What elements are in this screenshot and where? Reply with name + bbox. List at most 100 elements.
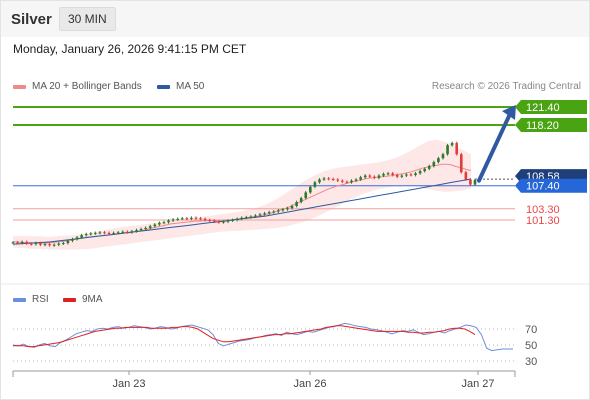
candle — [304, 192, 308, 199]
candle — [272, 211, 276, 213]
candle — [258, 214, 262, 216]
candle — [345, 181, 349, 183]
candle — [263, 213, 266, 215]
candle — [112, 232, 115, 234]
legend-rsi: RSI — [13, 294, 49, 305]
candle — [107, 232, 111, 234]
pivot-label: 107.40 — [526, 181, 560, 193]
candle — [226, 220, 230, 222]
legend-ma50: MA 50 — [157, 81, 204, 92]
resistance-label-box — [515, 100, 587, 114]
candle — [222, 221, 225, 223]
candle — [327, 178, 330, 180]
candle — [52, 244, 56, 246]
candle — [162, 222, 166, 224]
candle — [25, 241, 29, 244]
candle — [432, 162, 436, 167]
candle — [190, 217, 193, 219]
candle — [244, 217, 248, 219]
candle — [34, 243, 38, 245]
candle — [414, 173, 417, 176]
candle — [423, 168, 426, 172]
candle — [331, 178, 335, 180]
x-tick-label: Jan 23 — [112, 378, 145, 390]
candle — [455, 142, 459, 155]
candle — [16, 242, 19, 244]
candle — [267, 212, 271, 214]
candle — [359, 177, 362, 180]
candle — [48, 244, 51, 246]
resistance-label: 121.40 — [526, 102, 560, 114]
candle — [217, 221, 221, 223]
candle — [171, 219, 175, 221]
candle — [249, 216, 253, 218]
ma20-swatch-icon — [13, 84, 26, 89]
timestamp: Monday, January 26, 2026 9:41:15 PM CET — [13, 42, 247, 56]
candle — [20, 241, 24, 244]
candle — [139, 228, 143, 231]
candle — [94, 232, 97, 234]
candle — [126, 231, 129, 233]
candle — [208, 220, 211, 221]
legend-rsi-ma: 9MA — [63, 294, 103, 305]
candle — [57, 243, 61, 245]
candle — [395, 175, 399, 177]
candle — [130, 231, 134, 233]
candle — [66, 240, 70, 244]
candle — [203, 218, 207, 220]
candle — [194, 217, 198, 219]
candle — [277, 210, 280, 212]
candle — [350, 180, 353, 183]
candle — [135, 230, 138, 232]
candle — [313, 182, 317, 187]
candle — [254, 215, 257, 217]
candle — [116, 232, 120, 234]
candle — [295, 202, 298, 206]
rsi-ma-line — [13, 325, 476, 348]
candle — [299, 198, 303, 203]
candle — [62, 243, 65, 245]
bollinger-band — [13, 139, 471, 250]
candle — [153, 224, 157, 227]
candle — [84, 234, 88, 236]
rsi-line — [12, 322, 513, 352]
forecast-arrow — [477, 112, 512, 183]
candle — [80, 235, 83, 238]
candle — [121, 231, 125, 233]
candle — [341, 180, 344, 182]
candle — [418, 171, 422, 174]
candle — [336, 179, 340, 181]
candle — [158, 222, 161, 225]
legend-ma20: MA 20 + Bollinger Bands — [13, 81, 142, 92]
rsi-ma-label: 9MA — [82, 294, 103, 305]
candle — [290, 205, 294, 209]
support-label: 103.30 — [526, 204, 560, 216]
candle — [11, 242, 15, 244]
resistance-label-box — [515, 117, 587, 132]
candle — [286, 208, 289, 210]
timeframe-button[interactable]: 30 MIN — [59, 7, 116, 31]
candle — [459, 154, 463, 173]
candle — [373, 176, 376, 178]
candle — [89, 233, 93, 235]
ma20-label: MA 20 + Bollinger Bands — [32, 81, 142, 92]
candle — [322, 178, 326, 180]
ma50-label: MA 50 — [176, 81, 205, 92]
rsi-ma-swatch-icon — [63, 297, 76, 302]
candle — [199, 218, 202, 220]
candle — [473, 180, 477, 185]
candle — [427, 166, 431, 169]
candle — [176, 218, 179, 220]
rsi-tick-label: 50 — [525, 340, 537, 352]
ma50-swatch-icon — [157, 84, 170, 89]
candle — [309, 186, 312, 193]
candle — [363, 175, 367, 178]
candle — [405, 174, 408, 176]
x-tick-label: Jan 26 — [293, 378, 326, 390]
rsi-label: RSI — [32, 294, 49, 305]
candle — [318, 179, 321, 183]
pivot-label-box — [515, 178, 587, 193]
instrument-title: Silver — [11, 11, 52, 28]
forecast-arrowhead-icon — [502, 105, 516, 120]
